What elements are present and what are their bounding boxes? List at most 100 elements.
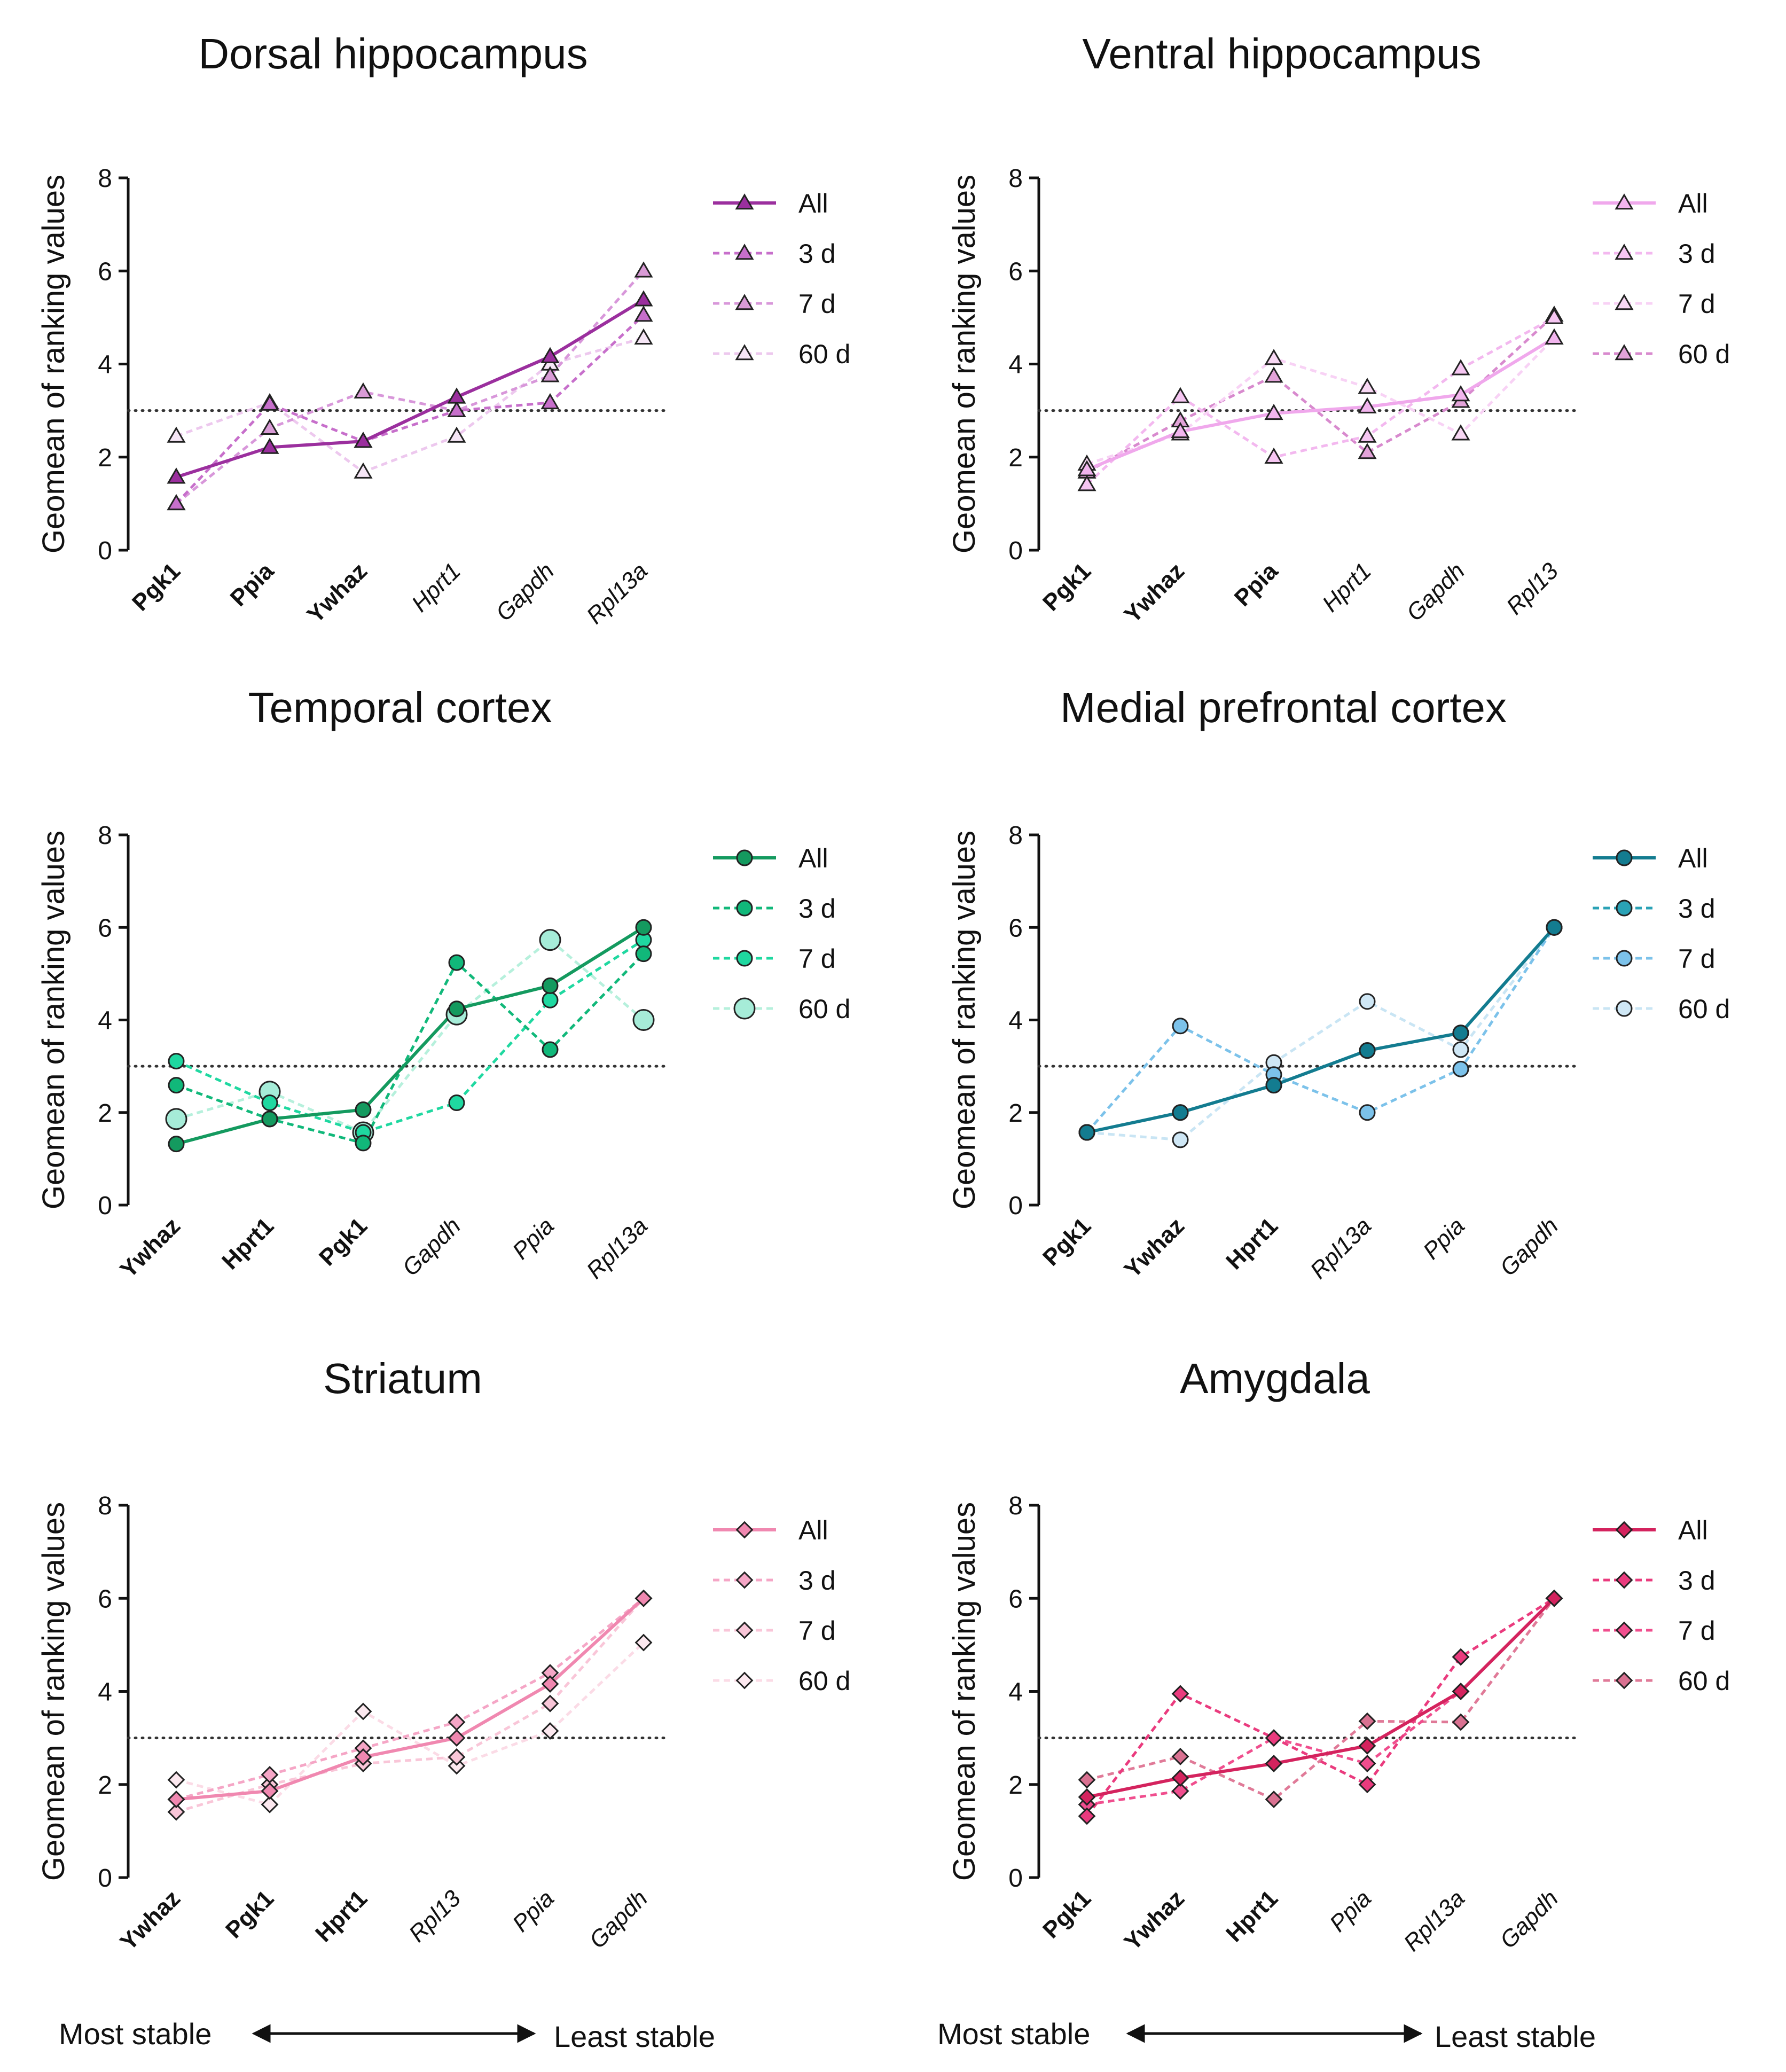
data-point-All bbox=[1451, 385, 1470, 402]
legend: All 3 d 7 d 60 d bbox=[1593, 1515, 1730, 1696]
x-tick-label: Gapdh bbox=[397, 1213, 466, 1281]
data-point-All bbox=[1359, 1042, 1376, 1059]
x-tick-label: Rpl13 bbox=[404, 1885, 466, 1947]
y-tick-label: 6 bbox=[1008, 1585, 1023, 1613]
data-point-7d bbox=[261, 1094, 278, 1112]
data-point-7d bbox=[1358, 1755, 1376, 1772]
data-point-All bbox=[354, 432, 373, 448]
series-line-60d bbox=[1086, 314, 1555, 473]
legend-label: 3 d bbox=[798, 239, 836, 269]
data-point-60d bbox=[632, 1009, 655, 1031]
data-point-All bbox=[261, 1782, 279, 1800]
y-tick-label: 2 bbox=[1008, 444, 1023, 472]
data-point-7d bbox=[1171, 1782, 1189, 1800]
data-point-7d bbox=[168, 1053, 185, 1070]
y-tick-label: 2 bbox=[98, 1099, 112, 1128]
data-point-3d bbox=[261, 1766, 279, 1784]
x-tick-label: Ppia bbox=[1418, 1213, 1470, 1264]
x-tick-label: Pgk1 bbox=[314, 1213, 372, 1271]
data-point-7d bbox=[1451, 424, 1470, 441]
data-point-7d bbox=[540, 366, 560, 382]
data-point-3d bbox=[635, 945, 652, 963]
data-point-All bbox=[1171, 421, 1190, 439]
series-line-All bbox=[1086, 337, 1555, 472]
least-stable-label-left: Least stable bbox=[554, 2020, 715, 2053]
y-tick-label: 6 bbox=[1008, 914, 1023, 942]
data-point-All bbox=[1452, 1025, 1469, 1042]
x-tick-label: Gapdh bbox=[1401, 558, 1470, 626]
data-point-7d bbox=[354, 382, 373, 399]
legend-marker bbox=[1615, 193, 1634, 210]
y-axis-label: Geomean of ranking values bbox=[36, 1502, 71, 1881]
data-point-3d bbox=[634, 306, 653, 322]
data-point-3d bbox=[1171, 387, 1190, 403]
series-group bbox=[167, 1589, 653, 1821]
legend-label: 3 d bbox=[1678, 239, 1716, 269]
legend-marker bbox=[1615, 244, 1634, 260]
stability-axis-right: Most stable Least stable bbox=[937, 2017, 1596, 2053]
x-tick-label: Pgk1 bbox=[127, 558, 185, 616]
data-point-3d bbox=[447, 401, 466, 417]
x-tick-label: Pgk1 bbox=[1038, 1885, 1096, 1943]
x-tick-label: Hprt1 bbox=[1221, 1885, 1283, 1947]
x-tick-label: Ywhaz bbox=[115, 1885, 185, 1955]
data-point-60d bbox=[1171, 1748, 1189, 1765]
data-point-7d bbox=[167, 1803, 185, 1821]
data-point-7d bbox=[1172, 1018, 1189, 1035]
series-line-3d bbox=[176, 952, 645, 1145]
chart-title: Dorsal hippocampus bbox=[198, 30, 588, 77]
data-point-60d bbox=[1358, 443, 1377, 459]
y-tick-label: 4 bbox=[98, 1007, 112, 1035]
chart-title: Temporal cortex bbox=[248, 684, 552, 731]
legend-marker bbox=[1616, 1000, 1633, 1017]
chart-panel: Medial prefrontal cortex Geomean of ranki… bbox=[947, 684, 1730, 1284]
legend-marker bbox=[1615, 1621, 1633, 1639]
legend-label: 7 d bbox=[798, 944, 836, 974]
legend-marker bbox=[1615, 1521, 1633, 1539]
x-tick-label: Ywhaz bbox=[1119, 1213, 1189, 1283]
data-point-60d bbox=[165, 1108, 187, 1130]
legend: All 3 d 7 d 60 d bbox=[713, 189, 850, 369]
legend-label: All bbox=[798, 189, 828, 218]
series-line-3d bbox=[175, 314, 645, 505]
stability-axis-left: Most stable Least stable bbox=[59, 2017, 715, 2053]
data-point-60d bbox=[1264, 366, 1283, 383]
data-point-7d bbox=[1359, 1104, 1376, 1121]
data-point-All bbox=[448, 1000, 465, 1018]
x-tick-label: Ppia bbox=[1325, 1885, 1376, 1937]
series-line-All bbox=[1086, 926, 1556, 1134]
y-tick-label: 4 bbox=[98, 1678, 112, 1707]
x-tick-label: Gapdh bbox=[584, 1885, 653, 1953]
data-point-3d bbox=[1358, 426, 1377, 443]
y-tick-label: 8 bbox=[1008, 822, 1023, 850]
x-tick-label: Ywhaz bbox=[115, 1213, 185, 1283]
data-point-60d bbox=[448, 1757, 466, 1775]
data-point-60d bbox=[634, 328, 653, 345]
data-point-3d bbox=[168, 1077, 185, 1094]
data-point-All bbox=[1546, 919, 1563, 936]
x-tick-label: Ppia bbox=[1229, 558, 1283, 612]
data-point-3d bbox=[167, 494, 186, 511]
y-tick-label: 2 bbox=[1008, 1771, 1023, 1800]
legend-label: 3 d bbox=[1678, 894, 1716, 924]
series-line-3d bbox=[1086, 1597, 1555, 1817]
data-point-7d bbox=[1452, 1060, 1469, 1077]
data-point-All bbox=[447, 387, 466, 404]
legend-marker bbox=[735, 1521, 754, 1539]
legend-marker bbox=[735, 244, 754, 260]
data-point-60d bbox=[1359, 993, 1376, 1010]
legend-marker bbox=[736, 849, 753, 866]
legend-label: 7 d bbox=[1678, 1616, 1716, 1646]
data-point-60d bbox=[539, 929, 561, 951]
legend: All 3 d 7 d 60 d bbox=[1593, 189, 1730, 369]
data-point-All bbox=[1545, 1589, 1563, 1607]
chart-panel: Amygdala Geomean of ranking values 0 2 4 6 8 Pg… bbox=[947, 1355, 1730, 1957]
series-line-7d bbox=[1086, 337, 1555, 466]
data-point-60d bbox=[261, 1795, 279, 1813]
legend-label: 7 d bbox=[798, 1616, 836, 1646]
y-axis-label: Geomean of ranking values bbox=[36, 831, 71, 1209]
data-point-All bbox=[448, 1729, 466, 1747]
legend-marker bbox=[735, 1671, 754, 1690]
x-tick-label: Rpl13a bbox=[582, 558, 653, 629]
